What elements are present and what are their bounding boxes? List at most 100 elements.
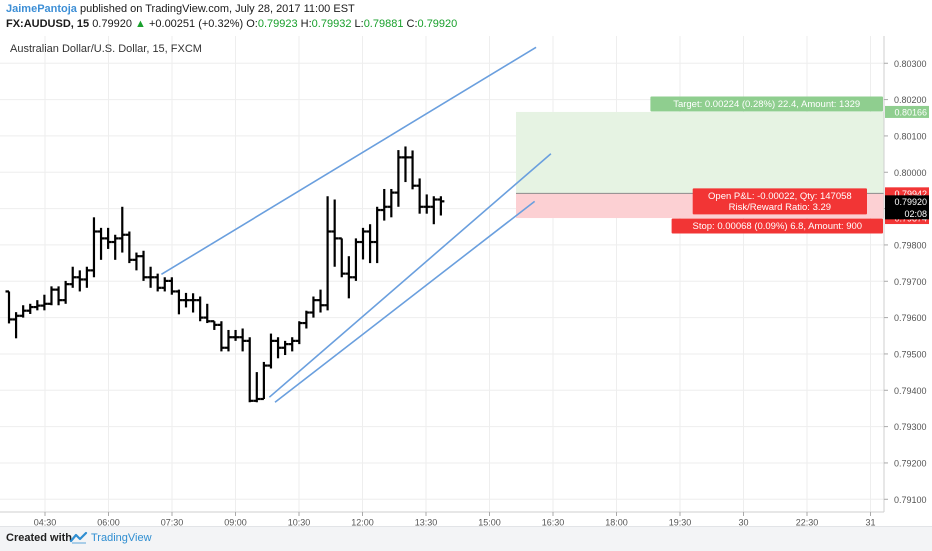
ohlc-bar xyxy=(288,337,296,352)
pnl-label-text: Risk/Reward Ratio: 3.29 xyxy=(729,202,831,213)
tradingview-logo-icon xyxy=(70,531,88,544)
ohlc-bar xyxy=(40,294,48,311)
ohlc-bar xyxy=(161,277,169,292)
ohlc-bar xyxy=(430,196,438,225)
ohlc-bar xyxy=(338,237,346,278)
ohlc-bar xyxy=(19,305,27,318)
x-tick-label: 07:30 xyxy=(161,517,184,526)
ohlc-bar xyxy=(232,329,240,341)
x-tick-label: 09:00 xyxy=(224,517,247,526)
open-label: O: xyxy=(246,18,258,30)
y-tick-label: 0.79600 xyxy=(894,313,927,323)
profit-zone xyxy=(516,111,884,194)
ohlc-bar xyxy=(302,310,310,329)
y-tick-label: 0.80000 xyxy=(894,168,927,178)
ohlc-bar xyxy=(366,224,374,264)
ohlc-bar xyxy=(224,329,232,352)
ohlc-bar xyxy=(409,150,417,190)
x-tick-label: 04:30 xyxy=(34,517,57,526)
x-tick-label: 06:00 xyxy=(97,517,120,526)
x-tick-label: 31 xyxy=(865,517,875,526)
target-price-tag-text: 0.80166 xyxy=(894,107,927,117)
price-chart[interactable]: 0.803000.802000.801000.800000.799000.798… xyxy=(0,36,932,527)
ohlc-bar xyxy=(154,273,162,292)
target-label: Target: 0.00224 (0.28%) 22.4, Amount: 13… xyxy=(650,96,883,112)
ohlc-bar xyxy=(274,337,282,359)
x-tick-label: 16:30 xyxy=(542,517,565,526)
high-label: H: xyxy=(300,18,312,30)
y-tick-label: 0.79300 xyxy=(894,422,927,432)
y-tick-label: 0.80200 xyxy=(894,95,927,105)
channel-trendline[interactable] xyxy=(268,153,552,398)
ohlc-bar xyxy=(132,252,140,271)
open-value: 0.79923 xyxy=(257,18,298,30)
chart-frame[interactable]: 0.803000.802000.801000.800000.799000.798… xyxy=(0,36,932,527)
high-value: 0.79932 xyxy=(311,18,352,30)
x-tick-label: 13:30 xyxy=(415,517,438,526)
current-price-bg xyxy=(885,195,929,220)
ohlc-bar xyxy=(196,296,204,322)
ohlc-bar xyxy=(317,289,325,313)
ohlc-bar xyxy=(437,196,445,216)
ohlc-bar xyxy=(83,266,91,288)
ohlc-bar xyxy=(55,286,63,306)
countdown-text: 02:08 xyxy=(904,209,927,219)
stop-label-text: Stop: 0.00068 (0.09%) 6.8, Amount: 900 xyxy=(693,221,863,232)
ohlc-bar xyxy=(62,280,70,304)
symbol-label: FX:AUDUSD, 15 xyxy=(6,18,90,30)
current-price-text: 0.79920 xyxy=(894,197,927,207)
ohlc-bar xyxy=(210,320,218,330)
created-with-label: Created with xyxy=(6,532,73,544)
ohlc-bar xyxy=(352,238,360,281)
ohlc-bar xyxy=(168,277,176,295)
y-tick-label: 0.80300 xyxy=(894,59,927,69)
ohlc-bar xyxy=(147,266,155,288)
pnl-label: Open P&L: -0.00022, Qty: 147058Risk/Rewa… xyxy=(692,188,867,215)
target-price-tag-bg xyxy=(885,105,929,118)
chart-title: Australian Dollar/U.S. Dollar, 15, FXCM xyxy=(10,43,202,55)
ohlc-bar xyxy=(26,303,34,314)
x-tick-label: 30 xyxy=(738,517,748,526)
ohlc-bar xyxy=(125,231,133,264)
author-link[interactable]: JaimePantoja xyxy=(6,3,77,15)
x-tick-label: 18:00 xyxy=(605,517,628,526)
target-label-text: Target: 0.00224 (0.28%) 22.4, Amount: 13… xyxy=(673,99,860,110)
x-tick-label: 10:30 xyxy=(288,517,311,526)
ohlc-bar xyxy=(394,150,402,207)
ohlc-bar xyxy=(260,361,268,401)
ohlc-bar xyxy=(309,296,317,318)
channel-trendline[interactable] xyxy=(274,200,536,403)
ohlc-bar xyxy=(373,206,381,264)
ohlc-bar xyxy=(97,227,105,260)
y-tick-label: 0.80100 xyxy=(894,131,927,141)
ohlc-bar xyxy=(69,266,77,288)
symbol-line: FX:AUDUSD, 15 0.79920 ▲ +0.00251 (+0.32%… xyxy=(6,18,457,30)
close-value: 0.79920 xyxy=(417,18,458,30)
publish-line: JaimePantoja published on TradingView.co… xyxy=(6,3,355,15)
low-label: L: xyxy=(354,18,364,30)
ohlc-bar xyxy=(175,289,183,315)
channel-trendline[interactable] xyxy=(161,46,537,276)
ohlc-bar xyxy=(246,337,254,403)
close-label: C: xyxy=(406,18,418,30)
low-value: 0.79881 xyxy=(363,18,404,30)
x-tick-label: 12:00 xyxy=(351,517,374,526)
y-tick-label: 0.79700 xyxy=(894,277,927,287)
x-tick-label: 15:00 xyxy=(478,517,501,526)
ohlc-bar xyxy=(253,372,261,403)
ohlc-bar xyxy=(331,199,339,267)
current-price-tag: 0.79920 02:08 xyxy=(885,195,929,220)
y-tick-label: 0.79800 xyxy=(894,240,927,250)
footer: Created with TradingView xyxy=(0,526,932,551)
ohlc-bar xyxy=(182,292,190,308)
ohlc-bar xyxy=(104,227,112,249)
ohlc-bar xyxy=(295,321,303,345)
tradingview-link[interactable]: TradingView xyxy=(91,532,152,544)
y-tick-label: 0.79100 xyxy=(894,495,927,505)
ohlc-bar xyxy=(12,312,20,339)
ohlc-bar xyxy=(189,293,197,313)
ohlc-bar xyxy=(111,234,119,260)
entry-price-tag-text: 0.79942 xyxy=(894,189,927,199)
ohlc-bar xyxy=(90,217,98,278)
ohlc-bar xyxy=(118,206,126,253)
